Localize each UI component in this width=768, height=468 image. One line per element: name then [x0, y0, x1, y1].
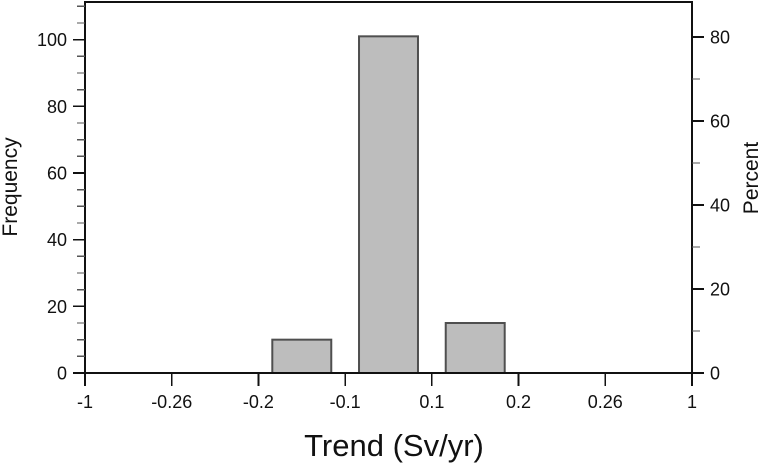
x-tick-label: -0.2: [243, 392, 274, 412]
right-axis-ticks: 0 20 40 60 80: [692, 28, 730, 384]
x-tick-label: -0.1: [330, 392, 361, 412]
right-axis-title: Percent: [740, 142, 763, 215]
left-tick-label: 20: [47, 297, 67, 317]
histogram-bar: [271, 338, 333, 374]
left-axis-title: Frequency: [0, 137, 22, 237]
left-tick-label: 0: [57, 364, 67, 384]
left-tick-label: 40: [47, 230, 67, 250]
left-tick-label: 80: [47, 97, 67, 117]
x-tick-label: 1: [687, 392, 697, 412]
x-tick-label: 0.26: [588, 392, 623, 412]
right-tick-label: 40: [710, 196, 730, 216]
x-axis-title: Trend (Sv/yr): [304, 428, 484, 463]
left-tick-label: 100: [37, 30, 67, 50]
right-tick-label: 20: [710, 280, 730, 300]
x-tick-label: -0.26: [151, 392, 192, 412]
right-tick-label: 0: [710, 364, 720, 384]
right-tick-label: 80: [710, 28, 730, 48]
x-tick-label: -1: [77, 392, 93, 412]
x-tick-label: 0.2: [506, 392, 531, 412]
histogram-bar: [358, 35, 419, 374]
right-tick-label: 60: [710, 112, 730, 132]
x-tick-label: 0.1: [419, 392, 444, 412]
x-axis-ticks: -1 -0.26 -0.2 -0.1 0.1 0.2 0.26 1: [77, 373, 697, 412]
bars-group: [271, 35, 506, 374]
left-tick-label: 60: [47, 164, 67, 184]
left-axis-ticks: 0 20 40 60 80 100: [37, 5, 85, 384]
histogram-bar: [444, 322, 506, 374]
plot-frame: [84, 1, 693, 374]
